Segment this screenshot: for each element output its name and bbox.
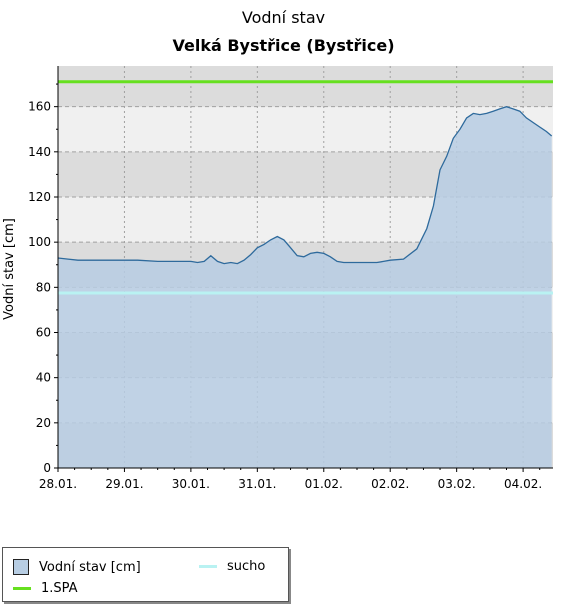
chart-subtitle: Velká Bystřice (Bystřice) — [172, 36, 395, 55]
legend-label-spa: 1.SPA — [41, 581, 78, 596]
reference-lines — [58, 80, 553, 295]
chart-title: Vodní stav — [241, 8, 326, 27]
y-tick-labels: 0 20 40 60 80 100 120 140 160 — [28, 100, 51, 475]
y-tick-label: 20 — [36, 416, 51, 430]
legend-swatch-area — [13, 559, 29, 575]
x-tick-label: 31.01. — [238, 477, 276, 491]
x-tick-label: 30.01. — [172, 477, 210, 491]
x-tick-label: 02.02. — [371, 477, 409, 491]
legend: Vodní stav [cm] sucho 1.SPA — [2, 547, 289, 602]
band-dark — [58, 66, 553, 107]
x-tick-label: 01.02. — [305, 477, 343, 491]
y-tick-label: 40 — [36, 371, 51, 385]
y-tick-label: 160 — [28, 100, 51, 114]
x-tick-label: 28.01. — [39, 477, 77, 491]
x-tick-label: 04.02. — [504, 477, 542, 491]
legend-swatch-sucho — [199, 565, 217, 568]
legend-label-water-level: Vodní stav [cm] — [39, 559, 141, 575]
legend-item-spa: 1.SPA — [13, 581, 78, 596]
y-axis-label: Vodní stav [cm] — [2, 218, 17, 320]
legend-item-sucho: sucho — [199, 559, 265, 574]
x-tick-label: 03.02. — [438, 477, 476, 491]
legend-swatch-spa — [13, 587, 31, 590]
axes — [54, 66, 553, 472]
water-level-chart: 0 20 40 60 80 100 120 140 160 28.01. 29.01. 30.01.… — [2, 66, 553, 491]
y-tick-label: 60 — [36, 325, 51, 339]
series-line — [57, 106, 553, 265]
y-tick-label: 140 — [28, 145, 51, 159]
y-tick-label: 100 — [28, 235, 51, 249]
series-area-fill — [58, 106, 552, 468]
y-tick-label: 120 — [28, 190, 51, 204]
legend-label-sucho: sucho — [227, 559, 266, 574]
x-tick-label: 29.01. — [105, 477, 143, 491]
y-tick-label: 0 — [43, 461, 51, 475]
legend-item-water-level: Vodní stav [cm] — [13, 559, 141, 575]
y-tick-label: 80 — [36, 280, 51, 294]
series-area — [57, 106, 553, 468]
x-tick-labels: 28.01. 29.01. 30.01. 31.01. 01.02. 02.02. 03.0… — [39, 477, 542, 491]
